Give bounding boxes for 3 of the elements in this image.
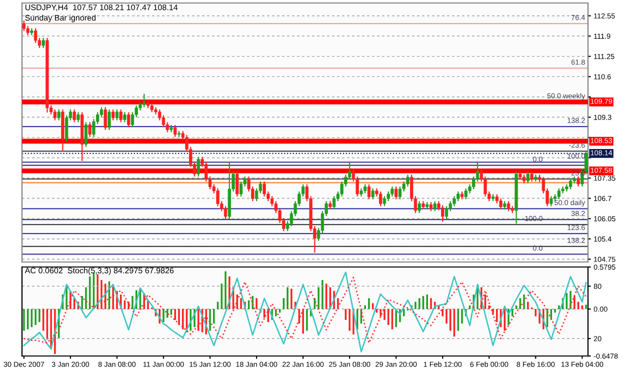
text: Sunday Bar ignored	[25, 14, 96, 22]
chart-title: USDJPY,H4 107.57 108.21 107.47 108.14	[25, 4, 178, 12]
chart-title: AC 0.0602 Stoch(5,3,3) 84.2975 67.9826	[24, 267, 174, 275]
